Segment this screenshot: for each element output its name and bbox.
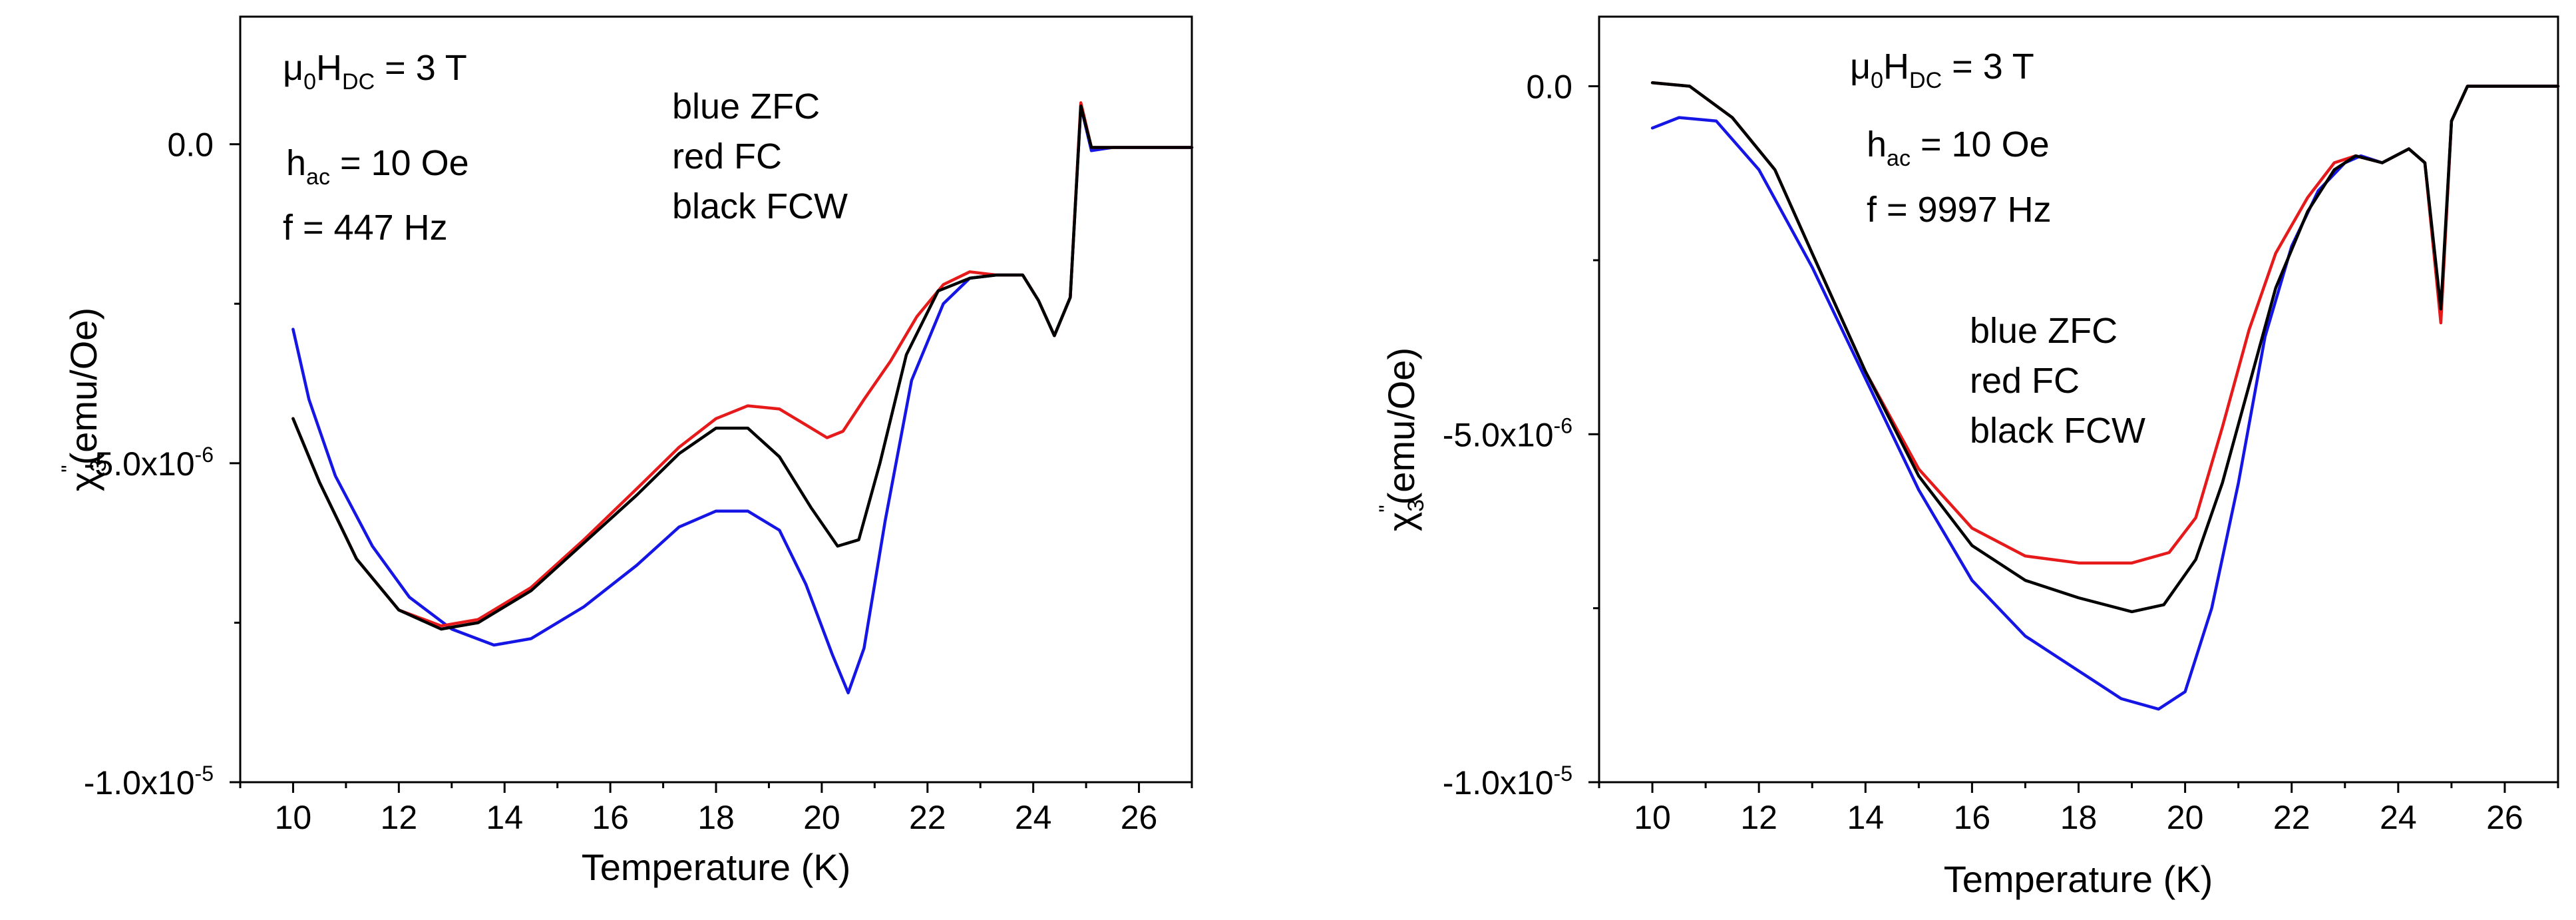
- series-line-fcw: [1650, 81, 2560, 614]
- x-tick-label: 22: [909, 799, 946, 836]
- axis-ticks: 10 12 14 16 18 20 22 24 26 0.0 -5.0x10-6 -1.0x10-5: [1443, 69, 2559, 836]
- y-tick-label: -1.0x10-5: [84, 762, 214, 802]
- x-tick-label: 10: [275, 799, 312, 836]
- chart-right: 10 12 14 16 18 20 22 24 260.0-5.0x10-6-1.0x10-5 …: [1375, 15, 2560, 900]
- axis-ticks: 10 12 14 16 18 20 22 24 26 0.0 -5.0x10-6 -1.0x10-5: [84, 126, 1193, 836]
- frequency-annotation: f = 447 Hz: [283, 208, 448, 248]
- x-tick-label: 20: [2167, 799, 2204, 836]
- y-tick-label: -1.0x10-5: [1443, 762, 1572, 802]
- legend-fcw: black FCW: [672, 186, 848, 226]
- x-tick-label: 18: [697, 799, 735, 836]
- series-line-fcw: [291, 104, 1194, 631]
- x-tick-label: 16: [1954, 799, 1991, 836]
- x-tick-label: 12: [1740, 799, 1777, 836]
- hac-annotation: hac = 10 Oe: [1867, 124, 2050, 171]
- chart-left: 10 12 14 16 18 20 22 24 260.0-5.0x10-6-1.0x10-5 …: [57, 15, 1194, 888]
- frequency-annotation: f = 9997 Hz: [1867, 190, 2052, 230]
- hac-annotation: hac = 10 Oe: [286, 143, 469, 190]
- y-axis-label: χ3"(emu/Oe): [57, 308, 111, 491]
- x-axis-label: Temperature (K): [1944, 858, 2213, 900]
- legend-zfc: blue ZFC: [1970, 311, 2117, 351]
- legend-fcw: black FCW: [1970, 411, 2145, 451]
- series-group: [1650, 81, 2560, 711]
- field-annotation: μ0HDC = 3 T: [1850, 47, 2034, 93]
- x-tick-label: 10: [1634, 799, 1671, 836]
- y-tick-label: -5.0x10-6: [84, 443, 214, 483]
- y-axis-label: χ3"(emu/Oe): [1375, 347, 1429, 531]
- x-tick-label: 14: [1847, 799, 1884, 836]
- y-tick-label: 0.0: [1526, 69, 1572, 106]
- field-annotation: μ0HDC = 3 T: [283, 48, 467, 95]
- x-tick-label: 26: [1121, 799, 1158, 836]
- x-tick-label: 12: [381, 799, 418, 836]
- x-axis-label: Temperature (K): [582, 846, 851, 888]
- y-tick-label: -5.0x10-6: [1443, 413, 1572, 453]
- x-tick-label: 26: [2486, 799, 2523, 836]
- legend-fc: red FC: [672, 136, 782, 176]
- series-group: [291, 101, 1194, 695]
- y-tick-label: 0.0: [167, 126, 214, 164]
- x-tick-label: 24: [1015, 799, 1052, 836]
- x-tick-label: 24: [2380, 799, 2417, 836]
- x-tick-label: 20: [803, 799, 840, 836]
- x-tick-label: 16: [592, 799, 629, 836]
- legend-fc: red FC: [1970, 361, 2080, 401]
- x-tick-label: 18: [2060, 799, 2098, 836]
- x-tick-label: 14: [486, 799, 523, 836]
- legend-zfc: blue ZFC: [672, 87, 820, 126]
- x-tick-label: 22: [2273, 799, 2310, 836]
